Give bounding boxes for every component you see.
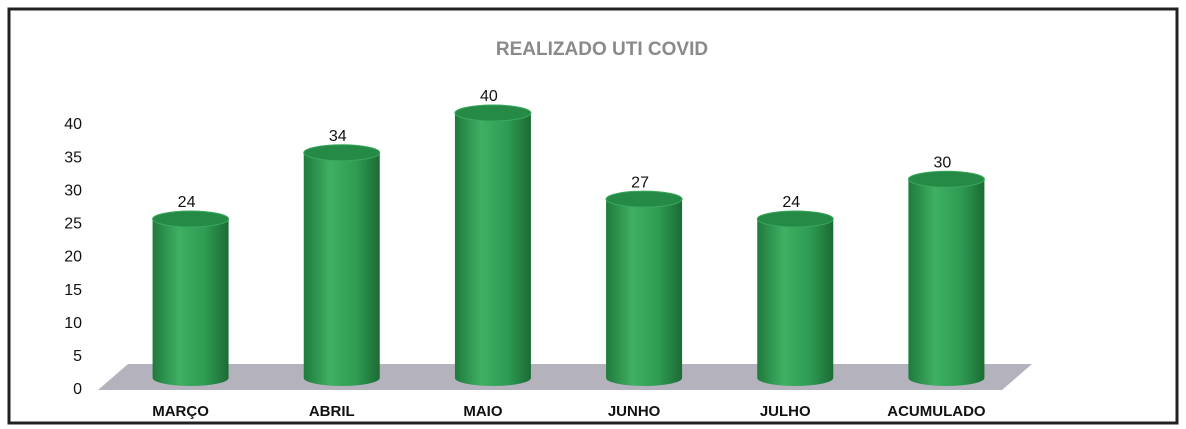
bar (908, 171, 985, 386)
bar-top (605, 190, 683, 208)
value-label: 27 (631, 174, 649, 191)
chart-title: REALIZADO UTI COVID (496, 39, 708, 60)
value-label: 34 (329, 128, 347, 145)
value-label: 24 (782, 194, 800, 211)
bar (606, 191, 683, 386)
y-tick-label: 15 (64, 282, 82, 299)
x-tick-label: JULHO (760, 403, 811, 420)
x-tick-label: MARÇO (152, 403, 209, 420)
value-label: 40 (480, 88, 498, 105)
x-tick-label: MAIO (463, 403, 502, 420)
floor (98, 364, 1032, 390)
x-tick-label: ACUMULADO (887, 403, 986, 420)
bar-top (303, 144, 381, 162)
y-tick-label: 35 (64, 149, 82, 166)
y-tick-label: 40 (64, 116, 82, 133)
y-tick-label: 10 (64, 315, 82, 332)
bar (454, 105, 531, 387)
x-tick-label: ABRIL (309, 403, 355, 420)
bar (152, 211, 229, 386)
value-label: 30 (934, 154, 952, 171)
bar-top (454, 104, 532, 122)
y-tick-label: 0 (73, 381, 82, 398)
x-tick-label: JUNHO (608, 403, 661, 420)
y-tick-label: 25 (64, 216, 82, 233)
y-tick-label: 30 (64, 182, 82, 199)
value-label: 24 (178, 194, 196, 211)
bar (303, 144, 380, 386)
bar (757, 211, 834, 386)
bar-top (756, 210, 834, 228)
bar-top (152, 210, 230, 228)
bar-top (907, 170, 985, 188)
y-tick-label: 20 (64, 249, 82, 266)
y-tick-label: 5 (73, 348, 82, 365)
